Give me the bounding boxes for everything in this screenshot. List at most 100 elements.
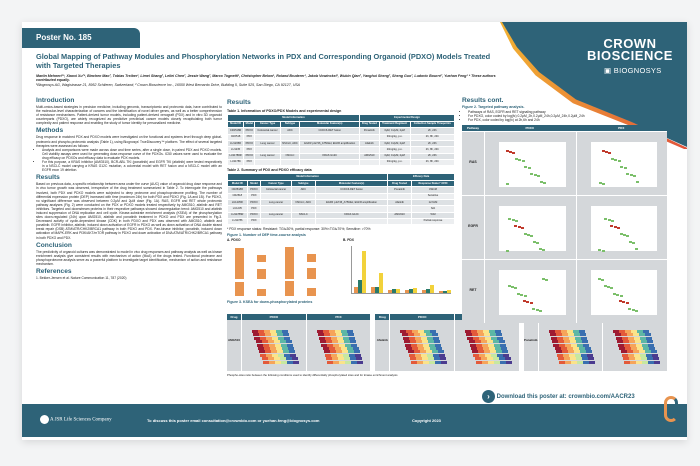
ksea-cell [583, 343, 590, 347]
network-node [532, 241, 536, 244]
ksea-cell [559, 360, 566, 364]
network-node [505, 250, 509, 253]
ksea-cell [579, 350, 586, 354]
ksea-cell [280, 343, 287, 347]
ksea-cell [335, 350, 342, 354]
ksea-cell [648, 360, 655, 364]
ksea-cell [407, 333, 414, 337]
ksea-cell [433, 340, 440, 344]
ksea-cell [579, 333, 586, 337]
ksea-cell [425, 333, 432, 337]
fig1-caption: Figure 1. Number of DEP time-course anal… [227, 233, 306, 238]
network-node [538, 310, 542, 313]
network-node [635, 248, 639, 251]
ksea-cell [429, 360, 436, 364]
network-node [507, 285, 511, 288]
ksea-cell [554, 347, 561, 350]
ksea-cell [431, 350, 438, 354]
ksea-cell [639, 353, 646, 357]
network-node [508, 218, 512, 221]
pathway-label: RAS [469, 160, 477, 165]
ksea-cell [560, 347, 567, 350]
fig2-caption: Figure 2. Targeted pathway analysis. [462, 105, 525, 109]
ksea-cell [408, 353, 415, 357]
fig3-caption: Figure 3. KSEA for down-phosphorylated p… [227, 300, 313, 305]
ksea-cell [267, 357, 274, 361]
ksea-cell [648, 343, 655, 347]
network-node [631, 309, 635, 312]
ksea-cell [504, 357, 511, 361]
ksea-cell [337, 336, 344, 340]
fig1a-bar [307, 254, 316, 263]
ksea-cell [627, 353, 634, 357]
fig1a-bar [285, 247, 294, 263]
crown-s-logo-icon [664, 396, 678, 422]
ksea-cell [633, 353, 640, 357]
figure1: A. PDXO B. PDX [227, 238, 455, 298]
ksea-cell [626, 333, 633, 337]
ksea-cell [481, 343, 488, 347]
ksea-cell [613, 330, 620, 333]
ksea-cell [649, 347, 656, 350]
ksea-cell [414, 336, 421, 340]
download-link[interactable]: › Download this poster at: crownbio.com/… [482, 390, 635, 403]
fig1-panel-b: B. PDX [343, 238, 455, 298]
ksea-cell [261, 340, 268, 344]
col-header: PDX [618, 126, 625, 131]
ksea-cell [651, 353, 658, 357]
table-cell [299, 158, 360, 167]
ksea-cell [479, 336, 486, 340]
pathway-network [575, 260, 668, 324]
ksea-cell [432, 336, 439, 340]
ksea-cell [259, 350, 266, 354]
network-node [514, 158, 518, 161]
fig1a-bar [257, 255, 266, 263]
network-node [539, 181, 543, 184]
ksea-cell [436, 347, 443, 350]
ksea-cell [403, 340, 410, 344]
ksea-cell [638, 350, 645, 354]
ksea-cell [490, 350, 497, 354]
column-header: Drug Tested [387, 179, 412, 188]
ksea-cell [412, 347, 419, 350]
network-node [526, 234, 530, 237]
fig3-col-header: PDXO [390, 314, 454, 320]
ksea-cell [288, 347, 294, 350]
ksea-cell [636, 360, 643, 364]
ksea-cell [646, 340, 653, 344]
ksea-cell [328, 347, 335, 350]
ksea-cell [271, 333, 278, 337]
ksea-cell [619, 330, 626, 333]
ksea-cell [426, 336, 433, 340]
ksea-cell [628, 357, 635, 361]
fig1b-bar [388, 289, 392, 294]
fig1b-bar [409, 288, 413, 294]
ksea-cell [323, 350, 330, 354]
ksea-cell [347, 333, 354, 337]
pathway-network [484, 260, 576, 324]
ksea-cell [638, 333, 645, 337]
network-node [610, 225, 614, 228]
col-header: PDXO [525, 126, 534, 131]
ksea-cell [587, 353, 594, 357]
ksea-cell [262, 343, 269, 347]
network-node [628, 308, 632, 311]
ksea-cell [481, 360, 488, 364]
network-node [510, 286, 514, 289]
ksea-cell [624, 360, 631, 364]
ksea-cell [561, 333, 568, 337]
ksea-cell [503, 353, 510, 357]
table-row: LU11786 PDX 30mg/kg, p.o. 2h, 8h, 24h [226, 158, 456, 167]
ksea-cell [260, 353, 267, 357]
reference-item: 1. Bekker-Jensen et al. Nature Communica… [36, 276, 127, 280]
ksea-cell [322, 347, 329, 350]
ksea-cell [283, 350, 290, 354]
network-node [536, 175, 540, 178]
ksea-cell [572, 330, 579, 333]
ksea-cell [437, 350, 444, 354]
ksea-cell [340, 347, 347, 350]
network-node [532, 308, 536, 311]
network-node [623, 167, 627, 170]
ksea-cell [258, 347, 264, 350]
ksea-cell [489, 347, 495, 350]
